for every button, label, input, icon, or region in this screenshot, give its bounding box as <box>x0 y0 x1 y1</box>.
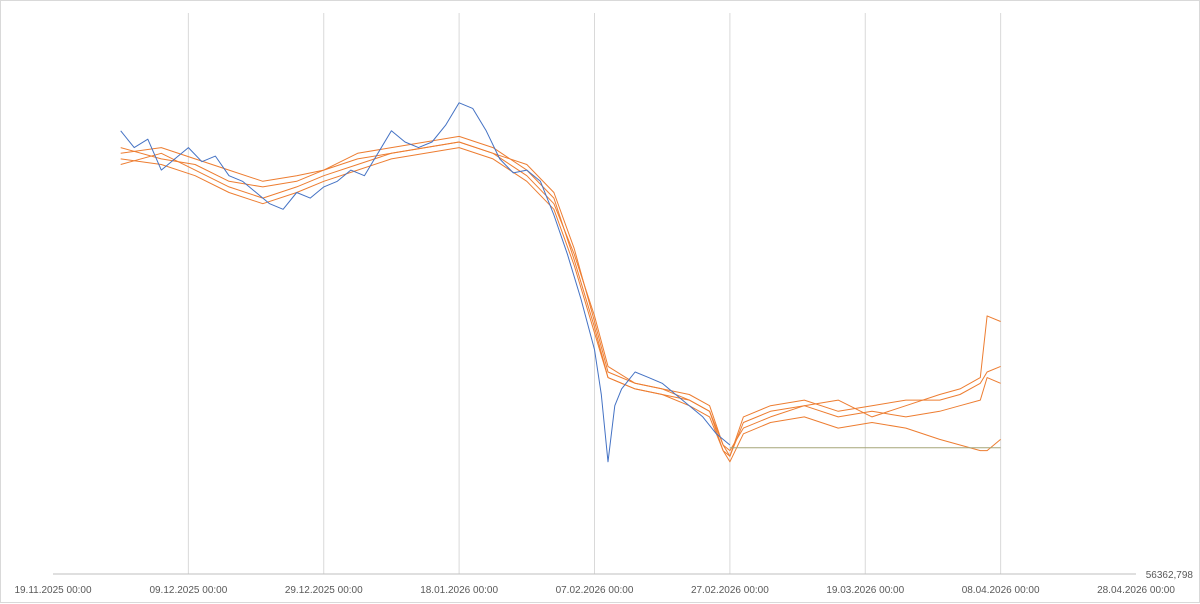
x-tick-labels: 19.11.2025 00:00 09.12.2025 00:00 29.12.20… <box>14 585 1175 596</box>
series-line-1 <box>120 102 731 463</box>
series-line-5 <box>120 147 1001 463</box>
series-line-3 <box>120 135 1001 457</box>
x-tick-label: 29.12.2025 00:00 <box>285 585 363 596</box>
x-tick-label: 07.02.2026 00:00 <box>556 585 634 596</box>
series-line-4 <box>120 141 1001 452</box>
x-tick-label: 18.01.2026 00:00 <box>420 585 498 596</box>
series-line-2 <box>120 141 1001 457</box>
x-tick-label: 09.12.2025 00:00 <box>149 585 227 596</box>
x-tick-label: 08.04.2026 00:00 <box>962 585 1040 596</box>
x-tick-label: 28.04.2026 00:00 <box>1097 585 1175 596</box>
gridlines <box>187 13 1002 574</box>
series-group <box>120 102 1001 463</box>
x-tick-label: 19.11.2025 00:00 <box>14 585 92 596</box>
y-axis-corner-label: 56362,798 <box>1146 570 1194 581</box>
x-tick-label: 27.02.2026 00:00 <box>691 585 769 596</box>
x-tick-label: 19.03.2026 00:00 <box>826 585 904 596</box>
